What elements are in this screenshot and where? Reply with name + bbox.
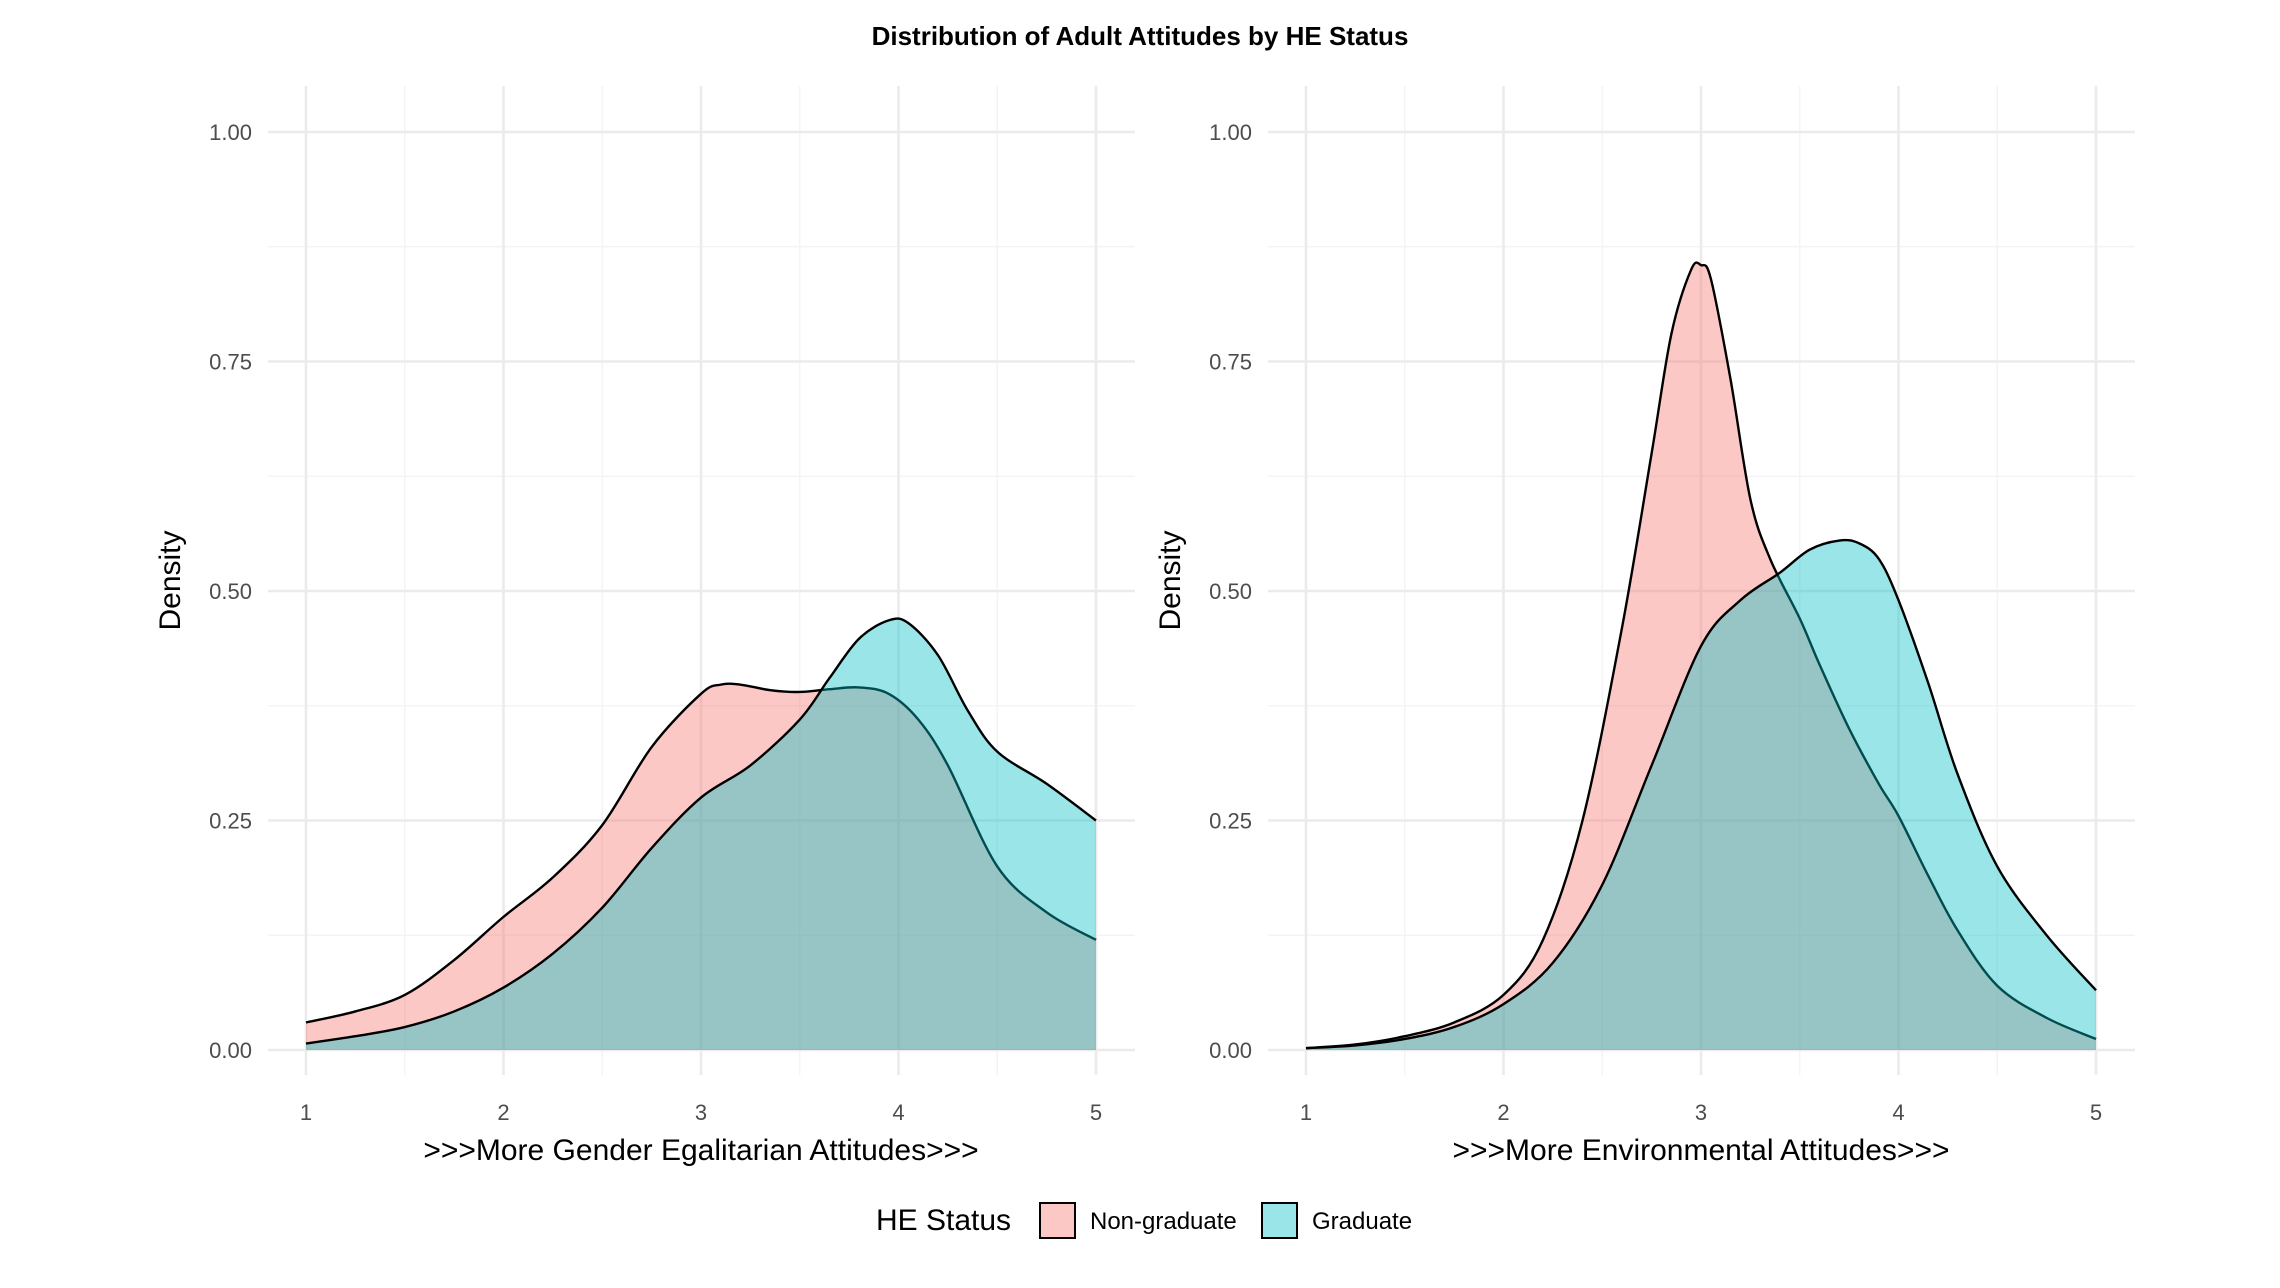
y-tick-label: 0.75 [209, 350, 252, 375]
x-tick-label: 5 [2090, 1100, 2102, 1125]
y-axis-title: Density [154, 530, 187, 630]
x-tick-label: 1 [1300, 1100, 1312, 1125]
legend-title: HE Status [876, 1204, 1011, 1237]
density-line-non-graduate [305, 682, 1097, 1024]
y-tick-label: 1.00 [209, 120, 252, 145]
density-area-non-graduate [1306, 262, 2096, 1051]
density-area-graduate [306, 618, 1096, 1050]
panel-2: 1 2 3 4 5 0.00 0.25 0.50 0.75 1.00 >>>More Environ… [1154, 86, 2135, 1167]
x-axis-title: >>>More Gender Egalitarian Attitudes>>> [423, 1134, 978, 1167]
x-tick-label: 4 [1892, 1100, 1904, 1125]
y-tick-label: 0.50 [1209, 579, 1252, 604]
panel-1: 1 2 3 4 5 0.00 0.25 0.50 0.75 1.00 >>>More Gender … [154, 86, 1135, 1167]
density-area-graduate [1306, 540, 2096, 1050]
y-tick-label: 0.00 [209, 1038, 252, 1063]
legend: HE Status Non-graduate Graduate [876, 1202, 1412, 1239]
x-tick-label: 2 [497, 1100, 509, 1125]
x-tick-label: 2 [1497, 1100, 1509, 1125]
density-line-non-graduate [1305, 261, 2097, 1050]
legend-label-graduate: Graduate [1312, 1208, 1412, 1235]
legend-swatch-graduate [1261, 1202, 1298, 1239]
y-axis-title: Density [1154, 530, 1187, 630]
x-axis-title: >>>More Environmental Attitudes>>> [1453, 1134, 1950, 1167]
legend-label-non-graduate: Non-graduate [1090, 1208, 1237, 1235]
density-area-non-graduate [306, 683, 1096, 1050]
legend-swatch-non-graduate [1039, 1202, 1076, 1239]
x-tick-label: 5 [1090, 1100, 1102, 1125]
x-tick-label: 3 [1695, 1100, 1707, 1125]
chart-title: Distribution of Adult Attitudes by HE St… [872, 21, 1409, 51]
x-tick-label: 1 [300, 1100, 312, 1125]
y-tick-label: 0.00 [1209, 1038, 1252, 1063]
density-line-graduate [305, 617, 1097, 1045]
y-tick-label: 0.75 [1209, 350, 1252, 375]
x-tick-label: 3 [695, 1100, 707, 1125]
density-line-graduate [1305, 538, 2097, 1050]
y-tick-label: 0.50 [209, 579, 252, 604]
y-tick-label: 0.25 [209, 809, 252, 834]
panels: 1 2 3 4 5 0.00 0.25 0.50 0.75 1.00 >>>More Gender … [154, 86, 2135, 1167]
y-tick-label: 0.25 [1209, 809, 1252, 834]
x-tick-label: 4 [892, 1100, 904, 1125]
y-tick-label: 1.00 [1209, 120, 1252, 145]
